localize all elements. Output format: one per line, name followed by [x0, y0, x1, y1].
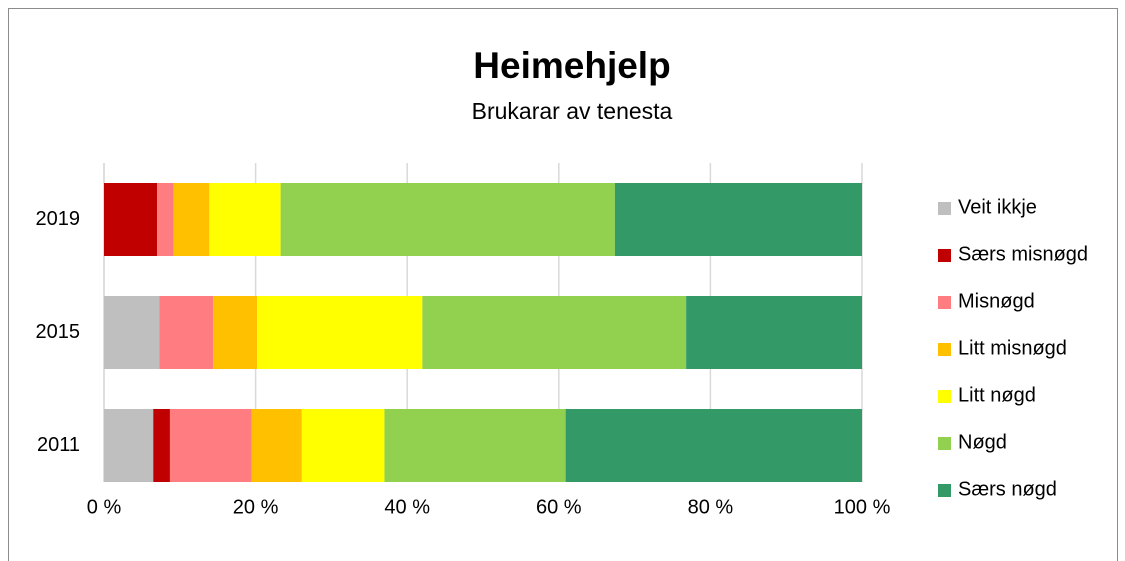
bar-segment	[104, 296, 160, 369]
legend-label: Særs misnøgd	[958, 243, 1088, 265]
legend-swatch	[938, 343, 951, 356]
bar-segment	[301, 409, 385, 482]
x-tick-label: 40 %	[384, 496, 430, 518]
x-tick-label: 0 %	[87, 496, 122, 518]
legend-swatch	[938, 437, 951, 450]
x-tick-label: 20 %	[233, 496, 279, 518]
bar-segment	[565, 409, 862, 482]
bar-segment	[686, 296, 862, 369]
bar-segment	[251, 409, 302, 482]
bar-segment	[104, 409, 154, 482]
legend-swatch	[938, 296, 951, 309]
y-tick-label: 2019	[36, 208, 81, 230]
x-tick-label: 60 %	[536, 496, 582, 518]
legend-swatch	[938, 202, 951, 215]
x-tick-label: 100 %	[834, 496, 891, 518]
bar-segment	[257, 296, 423, 369]
legend-label: Litt misnøgd	[958, 337, 1067, 359]
legend-swatch	[938, 390, 951, 403]
legend-label: Særs nøgd	[958, 478, 1057, 500]
legend-label: Veit ikkje	[958, 196, 1037, 218]
bar-segment	[213, 296, 258, 369]
y-tick-label: 2011	[37, 434, 80, 456]
bar-segment	[280, 183, 615, 256]
bar-segment	[209, 183, 281, 256]
bar-segment	[104, 183, 158, 256]
chart-title: Heimehjelp	[473, 45, 670, 86]
bar-segment	[614, 183, 862, 256]
y-tick-label: 2015	[36, 321, 81, 343]
legend-label: Misnøgd	[958, 290, 1035, 312]
legend-label: Litt nøgd	[958, 384, 1036, 406]
bar-segment	[422, 296, 687, 369]
x-tick-label: 80 %	[688, 496, 734, 518]
legend-swatch	[938, 249, 951, 262]
bar-segment	[169, 409, 252, 482]
legend-label: Nøgd	[958, 431, 1007, 453]
bar-segment	[384, 409, 566, 482]
bar-segment	[153, 409, 170, 482]
chart-subtitle: Brukarar av tenesta	[472, 98, 673, 124]
bar-segment	[173, 183, 210, 256]
bar-segment	[157, 183, 174, 256]
legend-swatch	[938, 484, 951, 497]
bar-segment	[159, 296, 214, 369]
